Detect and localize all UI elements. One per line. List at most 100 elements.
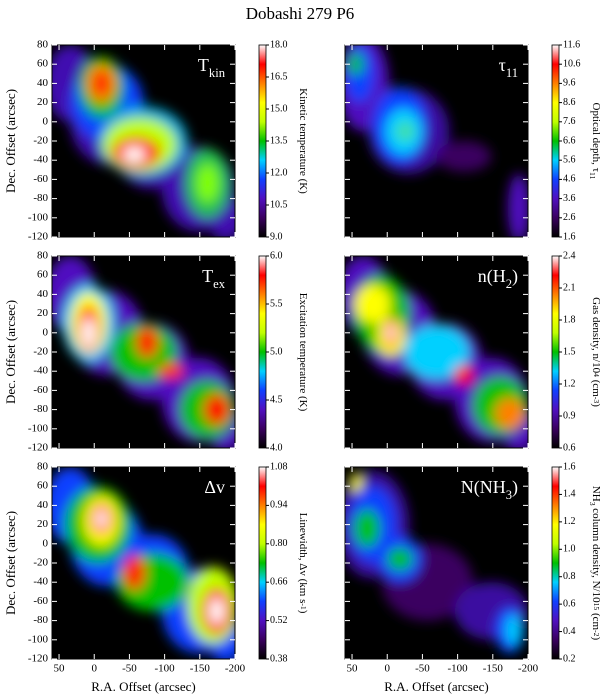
colorbar-tick-label: 0.94 [270, 500, 288, 511]
colorbar [258, 466, 267, 660]
colorbar-tick-label: 15.0 [270, 103, 288, 114]
colorbar-tick-label: 1.2 [563, 516, 576, 527]
y-tick-label: -120 [28, 231, 49, 243]
colorbar-tick-label: 5.6 [563, 154, 576, 165]
y-tick-label: 20 [37, 307, 49, 319]
x-tick-label: 0 [91, 663, 97, 675]
panel-label-part: T [202, 266, 213, 286]
map-blobs [345, 470, 528, 654]
colorbar-tick-label: 1.6 [563, 461, 576, 472]
colorbar-tick-label: 12.0 [270, 167, 288, 178]
colorbar-label-part: ) [590, 637, 600, 641]
y-tick-label: -20 [33, 346, 48, 358]
y-tick-label: 40 [37, 77, 49, 89]
x-axis-label: R.A. Offset (arcsec) [384, 679, 488, 694]
map-blob [350, 472, 362, 492]
panel-label-part: 11 [506, 66, 518, 80]
panel-label-part: 3 [506, 488, 512, 502]
y-tick-label: -100 [28, 633, 49, 645]
map-blob [495, 398, 525, 429]
panel-label-part: kin [209, 66, 226, 80]
panel-label-part: N(NH [461, 477, 506, 498]
colorbar-tick-label: 2.6 [563, 212, 576, 223]
colorbar [551, 255, 560, 449]
colorbar-tick-label: 0.66 [270, 576, 288, 587]
panel-label: Tkin [198, 55, 226, 80]
panel-label-part: T [198, 55, 209, 75]
x-tick-label: 0 [384, 663, 390, 675]
map-blob [82, 317, 96, 349]
x-tick-label: -50 [122, 663, 137, 675]
colorbar-tick-label: 0.6 [563, 442, 576, 453]
panel-label-part: ex [213, 277, 226, 291]
y-axis-label: Dec. Offset (arcsec) [3, 300, 18, 404]
y-tick-label: 60 [37, 58, 49, 70]
colorbar-label-part: (cm [590, 377, 600, 397]
y-axis-label: Dec. Offset (arcsec) [3, 511, 18, 615]
map [345, 45, 528, 237]
map-blob [396, 121, 415, 141]
map-blob [203, 394, 230, 425]
colorbar-label: NH3 column density, N/1015 (cm-2) [588, 486, 600, 641]
colorbar-label-part: 11 [588, 172, 597, 180]
map [345, 256, 528, 448]
map-blob [136, 327, 159, 358]
colorbar-label: Optical depth, τ11 [588, 103, 600, 180]
colorbar-tick-label: 10.6 [563, 58, 581, 69]
y-tick-label: -100 [28, 211, 49, 223]
y-tick-label: -40 [33, 154, 48, 166]
colorbar-label-part: -3 [592, 397, 600, 404]
map-blobs [345, 45, 528, 237]
y-tick-label: 0 [43, 326, 49, 338]
y-tick-label: -100 [28, 422, 49, 434]
colorbar-label-part: -1 [299, 603, 308, 610]
panel-label: N(NH3) [461, 477, 518, 502]
y-tick-label: -80 [33, 403, 48, 415]
colorbar-tick-label: 0.4 [563, 626, 576, 637]
map-blob [123, 146, 146, 163]
colorbar-label: Gas density, n/104 (cm-3) [590, 297, 600, 407]
colorbar-label-part: Optical depth, τ [590, 103, 600, 173]
x-axis-label: R.A. Offset (arcsec) [91, 679, 195, 694]
map-blobs [345, 256, 528, 448]
map-blob [158, 363, 184, 379]
x-tick-label: -50 [415, 663, 430, 675]
colorbar-label-part: 3 [588, 502, 597, 506]
colorbar-label: Excitation temperature (K) [297, 293, 309, 412]
colorbar-label-part: NH [590, 486, 600, 502]
y-axis-label: Dec. Offset (arcsec) [3, 89, 18, 193]
colorbar-tick-label: 16.5 [270, 71, 288, 82]
colorbar-tick-label: 1.5 [563, 346, 576, 357]
colorbar [258, 255, 267, 449]
y-tick-label: -60 [33, 595, 48, 607]
map-blob [506, 614, 521, 646]
y-tick-label: -80 [33, 192, 48, 204]
colorbar-tick-label: 1.4 [563, 489, 576, 500]
y-tick-label: 20 [37, 96, 49, 108]
colorbar-tick-label: 0.9 [563, 410, 576, 421]
colorbar-tick-label: 4.5 [270, 394, 283, 405]
colorbar-tick-label: 10.5 [270, 199, 288, 210]
colorbar-label: Kinetic temperature (K) [297, 88, 309, 194]
colorbar-tick-label: 6.6 [563, 135, 576, 146]
colorbar-label-part: ) [297, 610, 309, 614]
map [52, 467, 235, 659]
colorbar-tick-label: 1.6 [563, 231, 576, 242]
y-tick-label: 80 [37, 461, 49, 473]
y-tick-label: -120 [28, 442, 49, 454]
colorbar-label-part: column density, N/10 [590, 506, 600, 604]
map [52, 256, 235, 448]
y-tick-label: 60 [37, 480, 49, 492]
colorbar-tick-label: 1.0 [563, 544, 576, 555]
map-blob [387, 325, 395, 341]
y-tick-label: -60 [33, 173, 48, 185]
y-tick-label: 60 [37, 269, 49, 281]
panel-label-part: ) [512, 477, 518, 498]
colorbar-label-part: Linewidth, Δv (km s [297, 513, 309, 604]
map-blob [123, 555, 146, 590]
panel-label-part: ) [512, 266, 518, 287]
colorbar-tick-label: 4.6 [563, 174, 576, 185]
map-blob [354, 284, 391, 324]
colorbar-tick-label: 1.8 [563, 314, 576, 325]
colorbar-tick-label: 1.08 [270, 461, 288, 472]
